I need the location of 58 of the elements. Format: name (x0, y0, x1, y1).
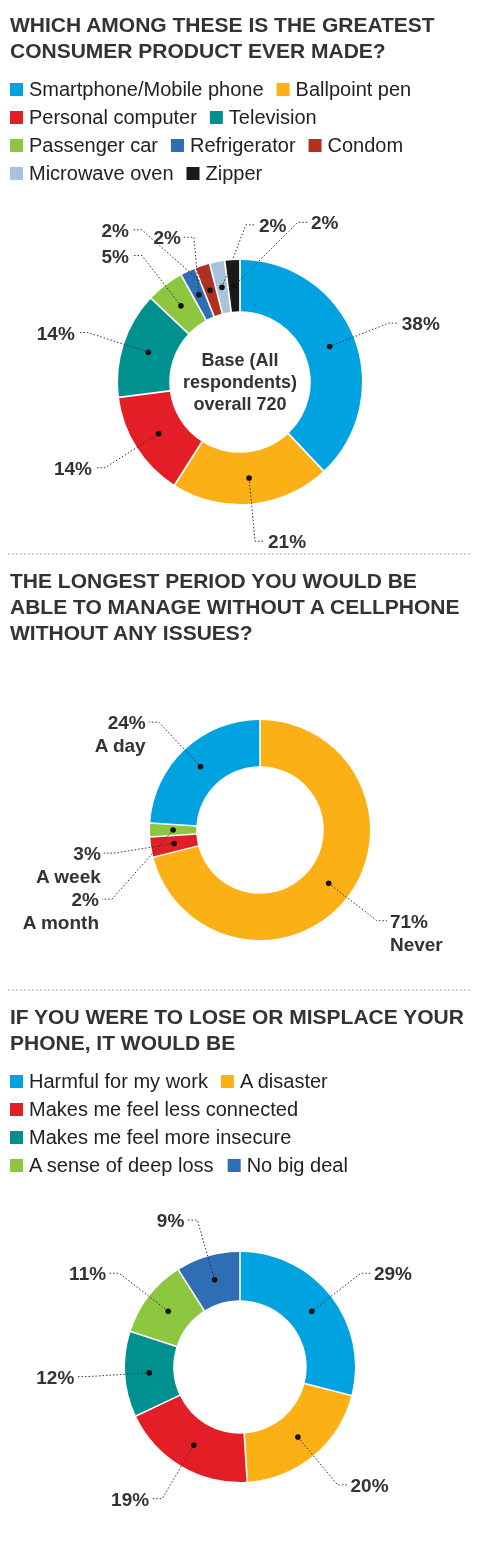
data-label: 29% (373, 1263, 413, 1285)
data-label: 2% (101, 219, 130, 241)
data-label: 3% (73, 843, 101, 865)
legend-label: Ballpoint pen (295, 78, 412, 100)
chart-title: IF YOU WERE TO LOSE OR MISPLACE YOUR PHONE, IT WOULD BE (10, 1005, 464, 1054)
legend-label: Smartphone/Mobile phone (29, 78, 264, 100)
data-label: 11% (69, 1263, 107, 1285)
text: Base (All respondents) overall 720 (182, 350, 298, 414)
data-label: 14% (36, 322, 75, 344)
legend-label: Makes me feel less connected (29, 1098, 299, 1120)
legend-label: Makes me feel more insecure (29, 1126, 292, 1148)
data-label: 2% (258, 214, 287, 236)
data-label: 2% (310, 212, 339, 234)
legend-label: Television (228, 106, 317, 128)
donut-slice (150, 834, 199, 857)
legend-label: Microwave oven (29, 162, 174, 184)
donut-slice (130, 1270, 204, 1346)
slice-label: A week (36, 866, 102, 888)
data-label: 12% (36, 1366, 75, 1388)
donut-slice (175, 434, 323, 504)
data-label: 20% (350, 1474, 389, 1496)
legend-label: No big deal (246, 1154, 348, 1176)
donut-slice (195, 264, 222, 316)
chart-title: WHICH AMONG THESE IS THE GREATEST CONSUMER PRODUCT EVER MADE? (10, 13, 435, 62)
slice-label: A day (94, 735, 147, 757)
chart-title: THE LONGEST PERIOD YOU WOULD BE ABLE TO MANAGE WITHOUT A CELLPHONE WITHOUT ANY ISSUES? (10, 569, 460, 644)
data-label: 71% (389, 910, 429, 932)
donut-slice (153, 720, 370, 940)
data-label: 5% (101, 245, 130, 267)
data-label: 38% (401, 313, 440, 335)
donut-slice (244, 1384, 352, 1482)
data-label: 9% (156, 1210, 185, 1232)
donut-slice (225, 260, 240, 312)
legend-label: Condom (327, 134, 404, 156)
data-label: 2% (153, 227, 182, 249)
legend-label: Passenger car (29, 134, 159, 156)
donut-slice (125, 1332, 180, 1416)
data-label: 21% (268, 531, 307, 553)
legend-label: A sense of deep loss (29, 1154, 214, 1176)
slice-label: Never (389, 933, 444, 955)
data-label: 2% (71, 889, 100, 911)
donut-slice (150, 823, 197, 837)
legend-label: Harmful for my work (29, 1070, 209, 1092)
donut-slice (179, 1252, 240, 1311)
donut-slice (151, 275, 206, 333)
data-label: 19% (111, 1488, 150, 1510)
legend-label: A disaster (239, 1070, 329, 1092)
slice-label: A month (22, 912, 99, 934)
legend-label: Zipper (205, 162, 263, 184)
legend-label: Personal computer (29, 106, 198, 128)
donut-slice (181, 268, 214, 320)
data-label: 14% (53, 457, 93, 479)
data-label: 24% (107, 712, 146, 734)
donut-slice (150, 720, 260, 826)
donut-slice (136, 1396, 247, 1482)
donut-slice (210, 261, 231, 314)
legend-label: Refrigerator (189, 134, 296, 156)
donut-slice (240, 1252, 355, 1395)
